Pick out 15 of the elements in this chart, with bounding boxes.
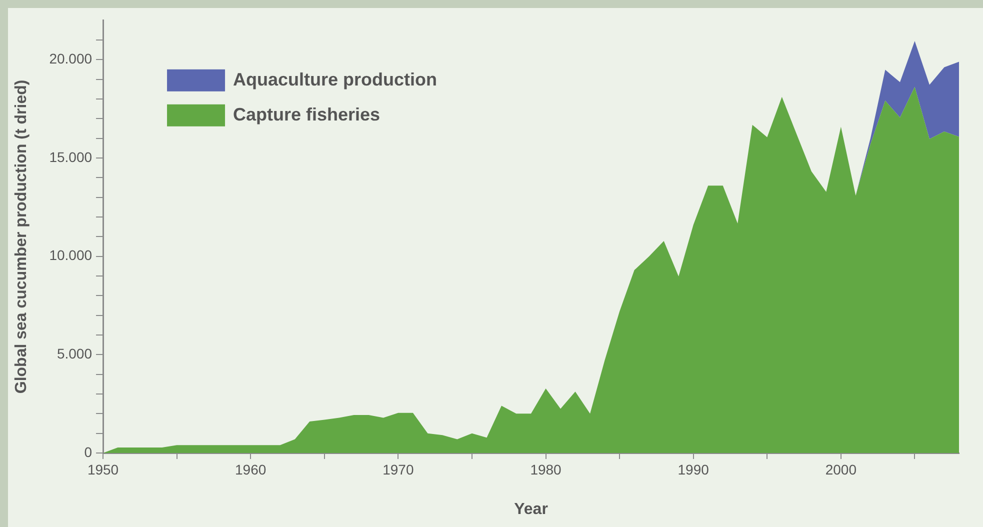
x-tick-label: 1990 <box>678 461 710 478</box>
x-axis-title: Year <box>514 500 548 518</box>
x-tick-label: 1950 <box>87 461 119 478</box>
legend-label: Capture fisheries <box>233 104 380 124</box>
y-tick-label: 5.000 <box>56 346 92 362</box>
x-tick-label: 1960 <box>235 461 266 478</box>
y-tick-label: 15.000 <box>49 148 92 165</box>
y-tick-label: 20.000 <box>49 50 92 67</box>
y-tick-label: 10.000 <box>49 247 92 264</box>
legend-label: Aquaculture production <box>233 69 438 90</box>
x-tick-label: 1970 <box>382 461 414 478</box>
x-tick-label: 2000 <box>825 461 857 478</box>
y-tick-label: 0 <box>84 444 92 460</box>
y-axis-title: Global sea cucumber production (t dried) <box>13 80 30 394</box>
x-tick-label: 1980 <box>530 461 562 478</box>
